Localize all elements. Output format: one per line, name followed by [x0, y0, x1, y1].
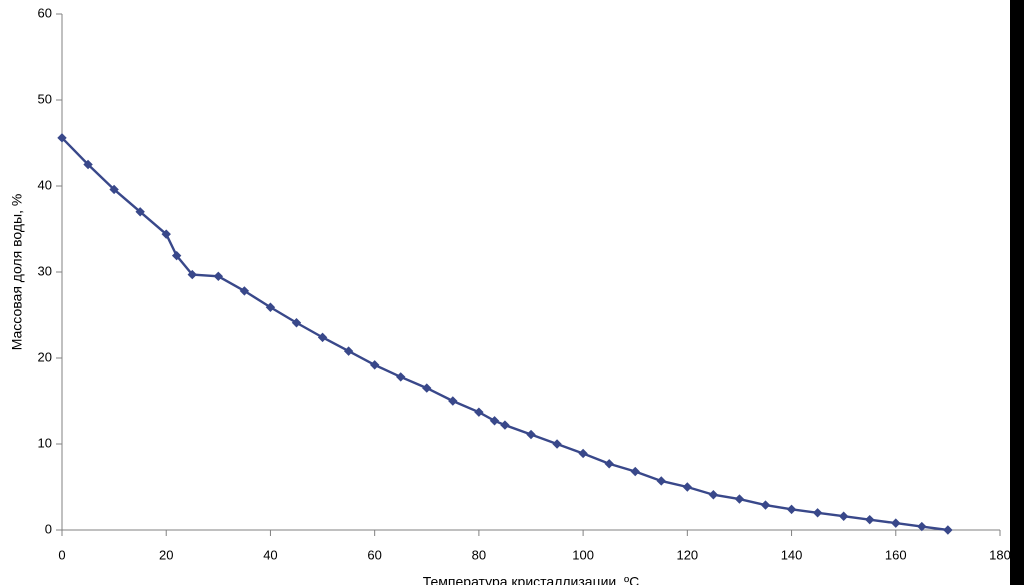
y-tick-label: 30 — [38, 263, 52, 278]
y-tick-label: 60 — [38, 5, 52, 20]
y-tick-label: 0 — [45, 521, 52, 536]
y-tick-label: 50 — [38, 91, 52, 106]
line-chart: 0 10 20 30 40 50 60 0 20 40 60 80 100 120 140 160 180 Мас… — [0, 0, 1024, 585]
y-tick-label: 40 — [38, 177, 52, 192]
y-axis-title: Массовая доля воды, % — [9, 194, 25, 351]
y-tick-label: 20 — [38, 349, 52, 364]
right-black-strip — [1010, 0, 1024, 585]
x-tick-label: 120 — [676, 548, 698, 563]
x-tick-label: 60 — [367, 548, 381, 563]
chart-container: 0 10 20 30 40 50 60 0 20 40 60 80 100 120 140 160 180 Мас… — [0, 0, 1024, 585]
x-tick-label: 160 — [885, 548, 907, 563]
x-tick-label: 80 — [472, 548, 486, 563]
x-tick-label: 140 — [781, 548, 803, 563]
x-tick-label: 40 — [263, 548, 277, 563]
x-tick-label: 180 — [989, 548, 1011, 563]
x-tick-label: 0 — [58, 548, 65, 563]
x-tick-label: 20 — [159, 548, 173, 563]
x-axis-title: Температура кристаллизации, ºС — [423, 573, 639, 585]
y-tick-label: 10 — [38, 435, 52, 450]
x-tick-label: 100 — [572, 548, 594, 563]
